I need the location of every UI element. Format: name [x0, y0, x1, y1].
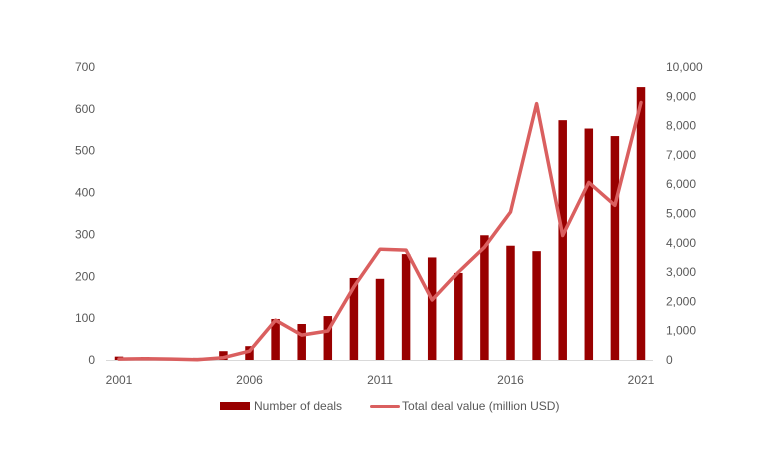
left-tick-label: 600 — [75, 102, 95, 116]
left-tick-label: 100 — [75, 311, 95, 325]
left-tick-label: 200 — [75, 269, 95, 283]
right-tick-label: 0 — [666, 353, 673, 367]
bar — [610, 136, 620, 360]
right-tick-label: 6,000 — [666, 177, 696, 191]
legend-label-deals: Number of deals — [254, 399, 343, 413]
bar — [349, 277, 359, 360]
bar — [454, 272, 463, 360]
bar — [506, 245, 515, 360]
bar — [584, 128, 594, 360]
x-axis-ticks: 2001 2006 2011 2016 2021 — [106, 373, 655, 387]
bar — [297, 324, 306, 360]
right-tick-label: 3,000 — [666, 265, 696, 279]
bar — [245, 346, 254, 360]
legend: Number of deals Total deal value (millio… — [220, 399, 587, 413]
right-tick-label: 9,000 — [666, 89, 696, 103]
bar — [271, 318, 280, 360]
legend-item-deals: Number of deals — [220, 399, 342, 413]
bar — [323, 316, 333, 360]
x-tick-label: 2021 — [628, 373, 655, 387]
left-tick-label: 400 — [75, 186, 95, 200]
deals-bars — [114, 87, 646, 360]
right-tick-label: 2,000 — [666, 294, 696, 308]
right-tick-label: 10,000 — [666, 60, 703, 74]
bar — [532, 251, 541, 360]
bar — [480, 235, 489, 360]
right-axis-ticks: 0 1,000 2,000 3,000 4,000 5,000 6,000 7,000 8,00… — [666, 60, 703, 367]
left-tick-label: 700 — [75, 60, 95, 74]
legend-item-value: Total deal value (million USD) — [370, 399, 559, 413]
left-tick-label: 0 — [88, 353, 95, 367]
right-tick-label: 7,000 — [666, 148, 696, 162]
deal-value-line — [117, 100, 643, 362]
x-tick-label: 2011 — [367, 373, 393, 387]
left-tick-label: 300 — [75, 227, 95, 241]
bar — [558, 120, 567, 360]
x-tick-label: 2001 — [106, 373, 133, 387]
x-tick-label: 2006 — [236, 373, 263, 387]
right-tick-label: 8,000 — [666, 119, 696, 133]
bar — [219, 351, 228, 360]
left-tick-label: 500 — [75, 144, 95, 158]
bar — [401, 254, 411, 360]
right-tick-label: 4,000 — [666, 236, 696, 250]
legend-label-value: Total deal value (million USD) — [402, 399, 560, 413]
x-tick-label: 2016 — [497, 373, 524, 387]
right-tick-label: 1,000 — [666, 324, 696, 338]
left-axis-ticks: 0 100 200 300 400 500 600 700 — [75, 60, 95, 367]
bar — [375, 278, 385, 360]
line-swatch-icon — [370, 404, 401, 408]
right-tick-label: 5,000 — [666, 207, 696, 221]
bar — [427, 257, 437, 360]
bar — [636, 87, 646, 360]
bar-swatch-icon — [220, 402, 250, 410]
